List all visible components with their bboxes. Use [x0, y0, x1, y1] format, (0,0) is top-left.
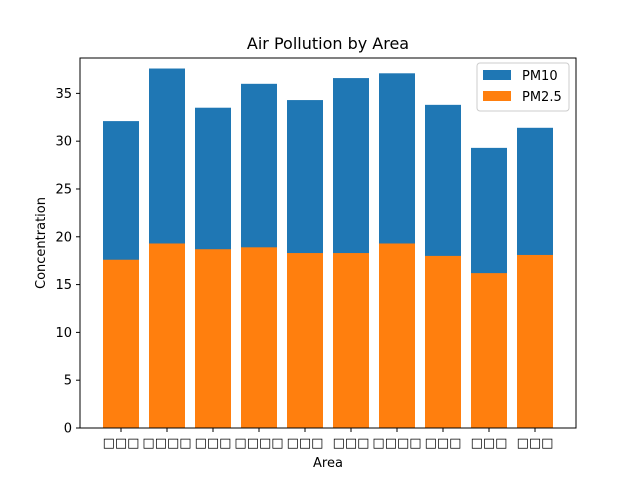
x-tick-label: □□□: [425, 436, 462, 451]
bar-pm25-0: [103, 259, 139, 428]
bar-pm25-8: [471, 273, 507, 428]
x-tick-label: □□□: [195, 436, 232, 451]
bars-layer: [103, 68, 553, 429]
x-tick-label: □□□: [103, 436, 140, 451]
y-tick-label: 5: [64, 374, 72, 389]
x-tick-label: □□□: [517, 436, 554, 451]
y-tick-label: 15: [55, 278, 72, 293]
series-pm25: [103, 243, 553, 428]
chart-title: Air Pollution by Area: [247, 34, 409, 53]
legend-label-pm25: PM2.5: [522, 90, 562, 105]
bar-pm25-4: [287, 253, 323, 428]
bar-pm25-6: [379, 243, 415, 428]
bar-pm25-1: [149, 243, 185, 428]
legend: PM10 PM2.5: [476, 62, 570, 112]
y-tick-label: 25: [55, 182, 72, 197]
bar-pm25-2: [195, 249, 231, 428]
bar-pm25-3: [241, 247, 277, 428]
x-tick-label: □□□: [287, 436, 324, 451]
y-axis-label: Concentration: [34, 197, 49, 289]
x-tick-label: □□□: [333, 436, 370, 451]
x-tick-label: □□□: [471, 436, 508, 451]
y-tick-label: 0: [64, 422, 72, 437]
y-tick-label: 10: [55, 326, 72, 341]
bar-pm25-5: [333, 253, 369, 428]
y-tick-label: 20: [55, 230, 72, 245]
legend-label-pm10: PM10: [522, 69, 558, 84]
x-tick-label: □□□□: [234, 436, 283, 451]
y-tick-label: 35: [55, 87, 72, 102]
plot-frame: [79, 57, 577, 429]
x-axis-label: Area: [313, 456, 343, 471]
bar-pm25-7: [425, 255, 461, 428]
y-tick-label: 30: [55, 135, 72, 150]
x-axis-ticks: □□□ □□□□ □□□ □□□□ □□□ □□□ □□□□ □□□ □□□ □□□: [103, 428, 554, 451]
x-tick-label: □□□□: [372, 436, 421, 451]
bar-pm25-9: [517, 254, 553, 428]
legend-swatch-pm10: [483, 70, 511, 80]
legend-swatch-pm25: [483, 91, 511, 101]
y-axis-ticks: 0 5 10 15 20 25 30 35: [55, 87, 80, 437]
x-tick-label: □□□□: [142, 436, 191, 451]
